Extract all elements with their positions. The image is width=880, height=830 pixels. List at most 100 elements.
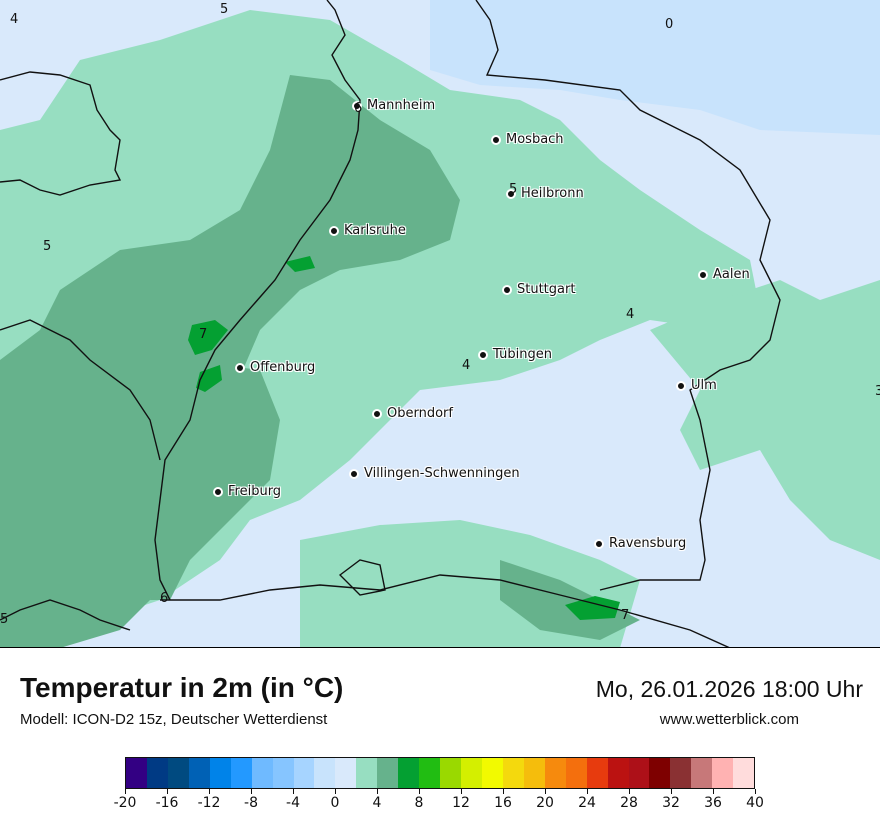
city-marker: Mosbach [491,132,564,147]
legend-color-swatch [356,758,378,788]
city-dot-icon [329,225,339,236]
legend-color-swatch [209,758,231,788]
city-marker: Ravensburg [594,536,686,551]
city-marker: Mannheim [352,98,435,113]
city-dot-icon [213,486,223,497]
legend-tick-mark [671,789,672,794]
city-marker: Oberndorf [372,406,453,421]
legend-color-swatch [230,758,252,788]
legend-tick-label: -16 [155,795,179,811]
map-shading [0,0,880,647]
city-label: Oberndorf [387,406,453,421]
temperature-value-label: 4 [10,12,19,27]
city-label: Karlsruhe [344,223,406,238]
legend-tick-mark [755,789,756,794]
legend-tick-label: 32 [662,795,680,811]
city-marker: Stuttgart [502,282,575,297]
city-dot-icon [698,269,708,280]
legend-color-swatch [335,758,357,788]
city-label: Mannheim [367,98,436,113]
temperature-value-label: 7 [621,608,630,623]
color-legend-ticks: -20 -16 -12 -8 -4 0 4 8 12 16 20 24 28 32 36 40 [114,789,764,819]
legend-tick-label: -12 [197,795,221,811]
legend-color-swatch [146,758,168,788]
city-dot-icon [372,408,382,419]
temperature-value-label: 5 [43,239,52,254]
legend-tick-mark [587,789,588,794]
legend-color-swatch [314,758,336,788]
city-marker: Karlsruhe [329,223,406,238]
city-dot-icon [491,134,501,145]
temperature-value-label: 4 [462,358,471,373]
legend-color-swatch [377,758,399,788]
legend-color-swatch [607,758,629,788]
website-link[interactable]: www.wetterblick.com [659,711,799,728]
legend-color-swatch [293,758,315,788]
temperature-value-label: 5 [220,2,229,17]
city-marker: Villingen-Schwenningen [349,466,520,481]
city-label: Aalen [713,267,750,282]
city-dot-icon [349,468,359,479]
temperature-value-label: 3 [875,384,880,399]
city-marker: Ulm [676,378,717,393]
city-label: Mosbach [506,132,564,147]
color-legend-bar [125,757,755,789]
city-label: Offenburg [250,360,316,375]
legend-tick-label: -8 [244,795,258,811]
city-dot-icon [235,362,245,373]
city-dot-icon [352,100,362,111]
legend-color-swatch [565,758,587,788]
city-marker: Tübingen [478,347,552,362]
city-label: Freiburg [228,484,282,499]
legend-color-swatch [419,758,441,788]
city-label: Stuttgart [517,282,576,297]
city-dot-icon [676,380,686,391]
legend-tick-label: 40 [746,795,764,811]
legend-tick-mark [125,789,126,794]
legend-tick-label: 36 [704,795,722,811]
map-title: Temperatur in 2m (in °C) [20,672,344,703]
model-source: Modell: ICON-D2 15z, Deutscher Wetterdie… [20,711,328,728]
legend-tick-mark [167,789,168,794]
legend-tick-mark [545,789,546,794]
city-marker: Aalen [698,267,750,282]
legend-color-swatch [586,758,608,788]
city-dot-icon [478,349,488,360]
legend-color-swatch [272,758,294,788]
legend-tick-label: 0 [330,795,340,811]
forecast-datetime: Mo, 26.01.2026 18:00 Uhr [595,676,863,702]
legend-color-swatch [481,758,503,788]
legend-color-swatch [628,758,650,788]
legend-tick-mark [335,789,336,794]
legend-color-swatch [691,758,713,788]
legend-color-swatch [733,758,755,788]
legend-color-swatch [461,758,482,788]
legend-tick-mark [503,789,504,794]
legend-color-swatch [712,758,734,788]
legend-color-swatch [126,758,147,788]
legend-color-swatch [398,758,420,788]
legend-tick-label: 16 [494,795,512,811]
legend-tick-label: 8 [414,795,424,811]
legend-tick-label: 20 [536,795,554,811]
legend-color-swatch [523,758,545,788]
temperature-value-label: 6 [354,101,363,116]
temperature-value-label: 5 [0,612,9,627]
city-marker: Freiburg [213,484,281,499]
legend-tick-mark [713,789,714,794]
legend-color-swatch [502,758,524,788]
legend-tick-mark [461,789,462,794]
city-marker: Offenburg [235,360,315,375]
temperature-value-label: 5 [509,182,518,197]
legend-tick-mark [377,789,378,794]
city-label: Ulm [691,378,717,393]
legend-tick-mark [251,789,252,794]
legend-color-swatch [649,758,671,788]
city-label: Ravensburg [609,536,687,551]
legend-color-swatch [188,758,210,788]
temperature-value-label: 4 [626,307,635,322]
legend-color-swatch [670,758,692,788]
legend-tick-mark [293,789,294,794]
legend-tick-mark [629,789,630,794]
temperature-value-label: 6 [160,591,169,606]
